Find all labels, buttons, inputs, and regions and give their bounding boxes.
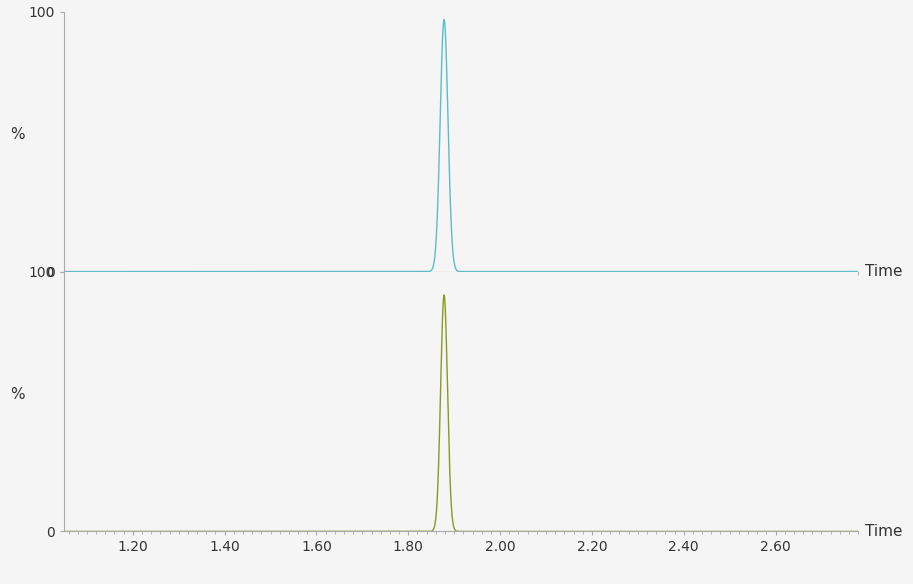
- Y-axis label: %: %: [10, 127, 25, 142]
- Text: Time: Time: [866, 264, 903, 279]
- Text: Time: Time: [866, 524, 903, 539]
- Y-axis label: %: %: [10, 387, 25, 402]
